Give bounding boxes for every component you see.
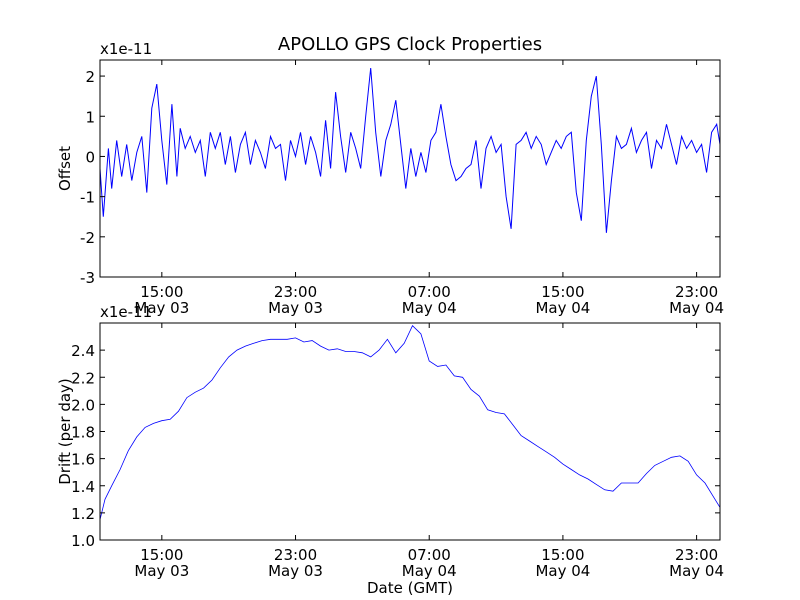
offset-xtick-time-label: 15:00 (541, 283, 584, 301)
offset-xtick-time-label: 23:00 (274, 283, 317, 301)
drift-xtick-date-label: May 03 (134, 562, 189, 580)
drift-ytick-label: 2.2 (71, 369, 95, 387)
offset-xtick-date-label: May 04 (669, 299, 724, 317)
offset-xtick-date-label: May 04 (535, 299, 590, 317)
offset-axes-frame (99, 59, 721, 278)
drift-xtick-time-label: 23:00 (675, 546, 718, 564)
figure-title: APOLLO GPS Clock Properties (278, 34, 542, 55)
offset-ytick-label: 0 (85, 148, 95, 166)
drift-xtick-time-label: 15:00 (140, 546, 183, 564)
drift-xtick-time-label: 23:00 (274, 546, 317, 564)
drift-ytick-label: 1.2 (71, 505, 95, 523)
offset-ytick-label: 1 (85, 108, 95, 126)
offset-xtick-time-label: 15:00 (140, 283, 183, 301)
drift-ytick-label: 1.4 (71, 478, 95, 496)
offset-xtick-date-label: May 03 (134, 299, 189, 317)
drift-ytick-label: 1.0 (71, 532, 95, 550)
drift-ytick-label: 2.0 (71, 396, 95, 414)
drift-ytick-label: 2.4 (71, 342, 95, 360)
drift-ytick-label: 1.8 (71, 424, 95, 442)
drift-xtick-time-label: 15:00 (541, 546, 584, 564)
drift-ylabel: Drift (per day) (56, 378, 74, 485)
offset-ytick-label: 2 (85, 68, 95, 86)
drift-xtick-date-label: May 04 (535, 562, 590, 580)
offset-ylabel: Offset (56, 146, 74, 191)
drift-xtick-date-label: May 03 (268, 562, 323, 580)
offset-ytick-label: -3 (80, 269, 95, 287)
drift-xtick-date-label: May 04 (669, 562, 724, 580)
drift-xtick-time-label: 07:00 (408, 546, 451, 564)
drift-ytick-label: 1.6 (71, 451, 95, 469)
drift-series-line (99, 325, 721, 520)
offset-ytick-label: -2 (80, 229, 95, 247)
offset-scale-label: x1e-11 (100, 40, 152, 58)
drift-scale-label: x1e-11 (100, 303, 152, 321)
offset-xtick-time-label: 23:00 (675, 283, 718, 301)
offset-xtick-date-label: May 04 (402, 299, 457, 317)
drift-xlabel: Date (GMT) (367, 579, 453, 597)
offset-ytick-label: -1 (80, 189, 95, 207)
offset-series-line (99, 67, 721, 233)
drift-xtick-date-label: May 04 (402, 562, 457, 580)
drift-axes-frame (99, 322, 721, 541)
offset-xtick-date-label: May 03 (268, 299, 323, 317)
offset-xtick-time-label: 07:00 (408, 283, 451, 301)
